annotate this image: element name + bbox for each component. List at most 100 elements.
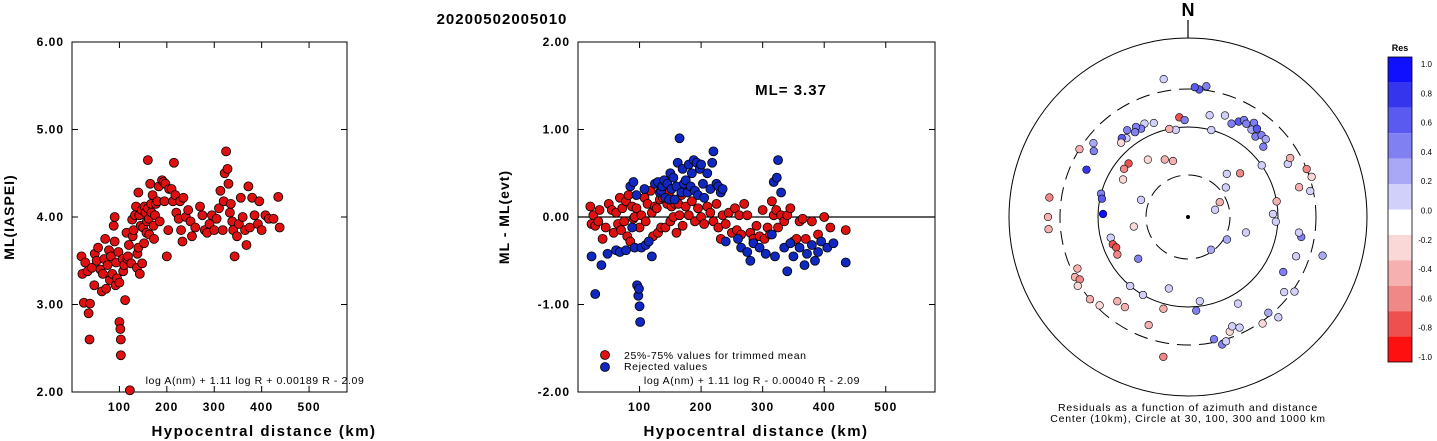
residual-point bbox=[739, 198, 750, 209]
ml-point bbox=[89, 280, 100, 291]
ml-point bbox=[97, 268, 108, 279]
legend-marker-accepted bbox=[600, 350, 610, 360]
colorbar-labels: 1.0 0.8 0.6 0.4 0.2 0.0 -0.2 -0.4 -0.6 -0.8 -1.0 bbox=[1418, 60, 1432, 362]
ml-point bbox=[244, 222, 255, 233]
x-axis-label: Hypocentral distance (km) bbox=[643, 423, 868, 440]
ml-point bbox=[187, 231, 197, 242]
ml-point bbox=[211, 213, 222, 224]
residual-point bbox=[590, 289, 601, 299]
residual-point bbox=[797, 213, 808, 224]
residual-point bbox=[631, 203, 642, 214]
station-point bbox=[1149, 118, 1158, 128]
ml-point bbox=[215, 185, 226, 196]
residual-point bbox=[602, 248, 613, 259]
station-point bbox=[1116, 138, 1126, 147]
polar-residual-map: N Residuals as a function of azimuth and… bbox=[1008, 0, 1368, 425]
epicenter-marker bbox=[1186, 215, 1190, 219]
ml-point bbox=[235, 192, 246, 203]
ml-point bbox=[145, 178, 156, 189]
residual-point bbox=[677, 220, 688, 231]
ml-point bbox=[217, 225, 228, 236]
station-point bbox=[1302, 164, 1311, 174]
residual-point bbox=[628, 177, 639, 187]
residual-point bbox=[699, 192, 710, 203]
station-point bbox=[1118, 175, 1128, 184]
legend-label-rejected: Rejected values bbox=[624, 361, 708, 373]
residual-point bbox=[596, 260, 607, 271]
ml-point bbox=[176, 225, 186, 236]
x-tick-label: 300 bbox=[203, 400, 226, 414]
residual-point bbox=[640, 216, 651, 227]
station-point bbox=[1130, 128, 1140, 137]
residual-point bbox=[806, 216, 817, 227]
residual-point bbox=[646, 251, 657, 262]
residual-point bbox=[720, 219, 731, 229]
residual-point bbox=[627, 222, 638, 233]
ml-point bbox=[85, 298, 95, 309]
station-point bbox=[1073, 264, 1082, 273]
ml-point bbox=[124, 385, 135, 396]
station-point bbox=[1268, 209, 1278, 219]
station-point bbox=[1209, 335, 1219, 344]
ml-point bbox=[84, 334, 95, 345]
residual-point bbox=[770, 251, 780, 262]
residual-point bbox=[766, 196, 777, 207]
residual-point bbox=[669, 194, 680, 205]
legend-marker-rejected bbox=[600, 362, 610, 372]
axis-ticks: 100 200 300 400 500 -2.00 -1.00 0.00 1.00 2.00 bbox=[538, 35, 935, 414]
residual-point bbox=[671, 227, 682, 238]
colorbar-frame bbox=[1387, 56, 1413, 363]
station-point bbox=[1075, 145, 1084, 154]
station-point bbox=[1120, 303, 1130, 312]
residual-point bbox=[782, 266, 793, 277]
station-point bbox=[1043, 212, 1053, 222]
residual-point bbox=[651, 203, 662, 214]
residual-point bbox=[800, 233, 811, 244]
ml-point bbox=[224, 207, 235, 218]
ml-point bbox=[221, 146, 231, 157]
station-point bbox=[1159, 75, 1168, 84]
colorbar-cell bbox=[1388, 285, 1412, 312]
axis-ticks: 100 200 300 400 500 2.00 3.00 4.00 5.00 6.00 bbox=[37, 35, 347, 414]
residual-point bbox=[810, 255, 820, 266]
x-tick-label: 100 bbox=[108, 400, 131, 414]
colorbar-label: 0.0 bbox=[1421, 207, 1433, 216]
ml-point bbox=[115, 334, 126, 345]
station-point bbox=[1258, 319, 1267, 328]
residual-point bbox=[840, 225, 851, 236]
station-point bbox=[1280, 288, 1289, 297]
station-point bbox=[1221, 337, 1231, 346]
residual-point bbox=[760, 248, 771, 259]
station-point bbox=[1279, 267, 1288, 277]
residual-point bbox=[586, 251, 597, 262]
station-point bbox=[1220, 111, 1230, 120]
ml-point bbox=[139, 238, 149, 249]
residual-point bbox=[585, 201, 596, 212]
colorbar-label: 0.8 bbox=[1421, 89, 1433, 98]
ml-point bbox=[142, 155, 153, 166]
residual-point bbox=[686, 168, 697, 179]
ml-point bbox=[154, 216, 165, 227]
y-tick-label: 1.00 bbox=[543, 123, 570, 137]
colorbar-label: 0.6 bbox=[1421, 119, 1433, 128]
colorbar-cell bbox=[1388, 260, 1412, 286]
residual-point bbox=[773, 155, 783, 166]
station-point bbox=[1159, 304, 1168, 313]
station-point bbox=[1123, 126, 1132, 135]
ml-point bbox=[93, 242, 103, 253]
station-point bbox=[1159, 352, 1168, 361]
ml-point bbox=[109, 212, 120, 222]
ml-point bbox=[109, 236, 120, 247]
ml-point bbox=[256, 225, 267, 236]
colorbar-cell bbox=[1388, 311, 1412, 337]
residual-point bbox=[680, 201, 691, 212]
ml-point bbox=[163, 225, 174, 236]
residual-point bbox=[720, 236, 731, 247]
station-point bbox=[1272, 197, 1281, 206]
residual-point bbox=[696, 159, 707, 170]
colorbar-cells bbox=[1388, 57, 1412, 362]
ml-point bbox=[100, 233, 111, 244]
caption-line-1: Residuals as a function of azimuth and d… bbox=[1058, 402, 1318, 414]
colorbar-cell bbox=[1388, 234, 1412, 261]
